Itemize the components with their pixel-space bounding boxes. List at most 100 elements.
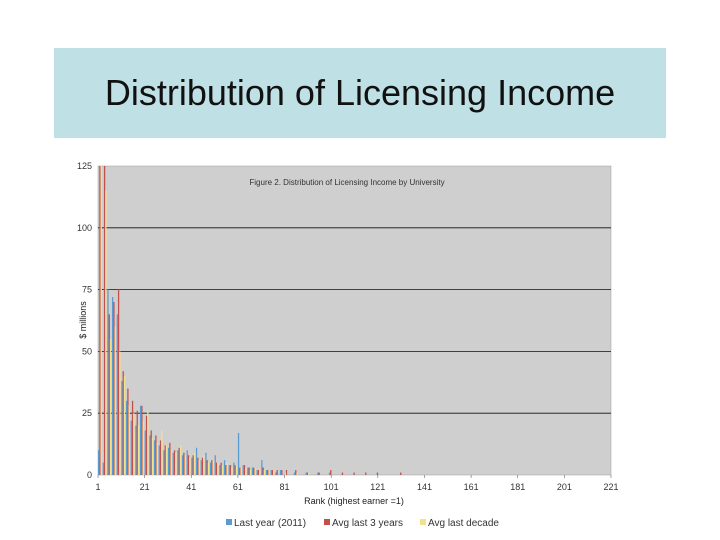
x-tick-label: 201 xyxy=(557,482,572,492)
bar xyxy=(161,430,163,475)
bar xyxy=(225,465,227,475)
bar xyxy=(214,455,216,475)
bar xyxy=(229,465,232,475)
bar xyxy=(270,470,272,475)
series-0 xyxy=(98,289,331,475)
bar xyxy=(183,452,185,475)
bar xyxy=(243,465,246,475)
bar xyxy=(109,339,112,475)
y-tick-label: 100 xyxy=(77,223,92,233)
bar xyxy=(127,388,129,475)
bar xyxy=(248,467,250,475)
bar xyxy=(233,462,235,475)
bar xyxy=(184,455,186,475)
bar xyxy=(131,400,134,475)
bar xyxy=(98,450,100,475)
bar xyxy=(121,381,123,475)
bar xyxy=(165,445,168,475)
bar xyxy=(328,472,331,475)
bar xyxy=(114,326,116,475)
x-tick-label: 141 xyxy=(417,482,432,492)
bar xyxy=(203,455,205,475)
bar xyxy=(175,452,177,475)
legend-entry: Avg last 3 years xyxy=(332,518,403,529)
bar xyxy=(172,452,174,475)
grid-lines xyxy=(98,227,611,414)
bar xyxy=(247,467,249,475)
bar xyxy=(99,166,101,475)
bar xyxy=(262,467,264,475)
bar xyxy=(189,457,191,475)
bar xyxy=(231,467,233,475)
bar xyxy=(341,472,344,475)
bar xyxy=(145,415,148,475)
bar xyxy=(142,420,144,475)
bar xyxy=(178,447,180,475)
x-tick-label: 221 xyxy=(603,482,618,492)
bar xyxy=(164,445,166,475)
bar xyxy=(122,371,124,475)
bar xyxy=(153,440,156,475)
bar xyxy=(235,465,238,475)
x-tick-label: 101 xyxy=(324,482,339,492)
bar xyxy=(135,425,137,475)
bar xyxy=(285,470,288,475)
bar xyxy=(198,460,200,475)
bar xyxy=(103,166,106,475)
bar xyxy=(263,470,266,475)
bar xyxy=(223,460,226,475)
bar xyxy=(155,435,157,475)
bar xyxy=(116,314,118,475)
bar xyxy=(158,445,160,475)
bar xyxy=(167,447,170,475)
x-axis-title: Rank (highest earner =1) xyxy=(304,496,404,506)
bar xyxy=(177,450,179,475)
bar xyxy=(150,430,152,475)
bar xyxy=(147,410,149,475)
bar xyxy=(128,405,130,475)
bar xyxy=(234,465,236,475)
bar xyxy=(179,445,182,475)
bar xyxy=(211,460,213,475)
legend-entry: Avg last decade xyxy=(428,518,499,529)
bar xyxy=(209,462,212,475)
bar xyxy=(259,470,261,475)
bar xyxy=(133,413,135,475)
bar xyxy=(186,450,188,475)
x-tick-label: 1 xyxy=(95,482,100,492)
bar xyxy=(365,472,367,475)
x-tick-label: 161 xyxy=(464,482,479,492)
bar xyxy=(102,462,104,475)
y-tick-label: 25 xyxy=(82,408,92,418)
plot-area xyxy=(97,165,612,476)
bar xyxy=(139,405,142,475)
bar xyxy=(170,450,172,475)
bar xyxy=(111,297,114,475)
bar xyxy=(130,420,132,475)
bar xyxy=(197,457,199,475)
bar xyxy=(308,472,310,475)
bar xyxy=(125,400,128,475)
bar xyxy=(107,289,109,475)
y-tick-label: 125 xyxy=(77,161,92,171)
bar xyxy=(221,465,224,475)
bar xyxy=(306,472,309,475)
bar xyxy=(275,472,277,475)
bar xyxy=(144,430,146,475)
bar xyxy=(119,351,121,475)
bar xyxy=(249,470,252,475)
y-tick-label: 0 xyxy=(87,470,92,480)
bar xyxy=(220,462,222,475)
series-1 xyxy=(99,166,402,475)
bar xyxy=(207,462,210,475)
title-banner: Distribution of Licensing Income xyxy=(54,48,666,138)
bar xyxy=(240,467,242,475)
x-tick-label: 61 xyxy=(233,482,243,492)
bar xyxy=(228,465,230,475)
bar xyxy=(242,465,244,475)
bar xyxy=(268,470,270,475)
bar xyxy=(108,314,110,475)
slide-title: Distribution of Licensing Income xyxy=(104,72,616,113)
bar xyxy=(251,467,254,475)
